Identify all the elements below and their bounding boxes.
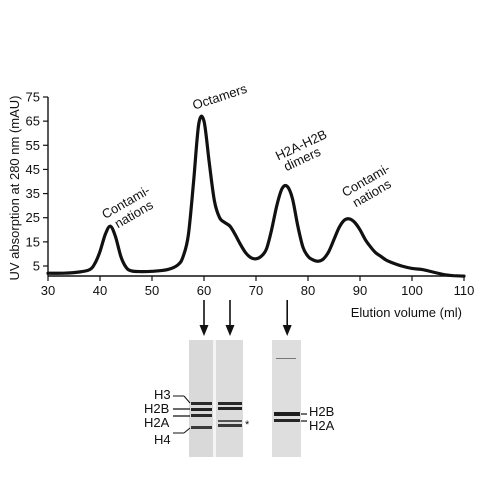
gel-label-h3: H3 xyxy=(154,387,171,402)
gel-label-h2a: H2A xyxy=(144,415,170,430)
gel-band xyxy=(274,419,300,422)
gel-lane-divider xyxy=(213,340,216,457)
y-tick-label: 75 xyxy=(26,90,40,105)
gel-label-h2a-right: H2A xyxy=(309,418,335,433)
y-tick-label: 5 xyxy=(33,259,40,274)
gel-band xyxy=(218,424,242,427)
label-connector xyxy=(183,427,191,434)
gel-left-labels: H3 H2B H2A H4 xyxy=(144,387,191,447)
y-tick-label: 55 xyxy=(26,138,40,153)
x-tick-label: 90 xyxy=(353,283,367,298)
y-axis-title: UV absorption at 280 nm (mAU) xyxy=(7,96,22,281)
peak-annotation-3: H2A-H2B dimers xyxy=(273,127,329,174)
y-tick-label: 15 xyxy=(26,234,40,249)
peak-annotation-4: Contami- nations xyxy=(339,160,394,210)
y-ticks: 5 15 25 35 45 55 65 75 xyxy=(26,90,48,274)
x-tick-label: 100 xyxy=(401,283,423,298)
gel-band xyxy=(191,408,212,411)
gel-label-h2b: H2B xyxy=(144,401,169,416)
gel-lane-1 xyxy=(189,340,213,457)
lane-arrows xyxy=(199,300,292,336)
gel-lane-2 xyxy=(216,340,243,457)
gel-band xyxy=(191,414,212,417)
x-tick-label: 40 xyxy=(93,283,107,298)
gel-band xyxy=(191,402,212,405)
y-tick-label: 45 xyxy=(26,162,40,177)
axes xyxy=(47,97,464,277)
gel-band xyxy=(218,402,242,405)
annotation-line: Octamers xyxy=(190,81,249,113)
asterisk-marker: * xyxy=(245,419,250,431)
peak-annotation-1: Contami- nations xyxy=(99,182,156,231)
gel-band xyxy=(218,407,242,410)
x-tick-label: 30 xyxy=(41,283,55,298)
x-tick-label: 70 xyxy=(249,283,263,298)
x-axis-title: Elution volume (ml) xyxy=(351,305,462,320)
chromatogram-line xyxy=(46,114,466,278)
x-ticks: 30 40 50 60 70 80 90 100 110 xyxy=(41,276,475,298)
peak-annotation-2: Octamers xyxy=(190,81,249,113)
gel-image-octamer-lanes xyxy=(189,340,243,457)
gel-lane-3 xyxy=(272,340,301,457)
y-tick-label: 25 xyxy=(26,210,40,225)
x-tick-label: 110 xyxy=(454,283,475,298)
arrow-head xyxy=(282,325,292,336)
label-connector xyxy=(183,395,191,404)
gel-image-dimer-lane xyxy=(272,340,301,457)
gel-band xyxy=(276,358,296,359)
gel-right-labels: H2B H2A xyxy=(301,404,335,433)
gel-band xyxy=(274,412,300,416)
gel-band xyxy=(191,426,212,429)
x-tick-label: 60 xyxy=(197,283,211,298)
y-tick-label: 35 xyxy=(26,186,40,201)
gel-label-h2b-right: H2B xyxy=(309,404,334,419)
y-tick-label: 65 xyxy=(26,114,40,129)
x-tick-label: 80 xyxy=(301,283,315,298)
arrow-head xyxy=(199,325,209,336)
arrow-head xyxy=(225,325,235,336)
x-tick-label: 50 xyxy=(145,283,159,298)
gel-label-h4: H4 xyxy=(154,432,171,447)
gel-band xyxy=(218,420,242,422)
